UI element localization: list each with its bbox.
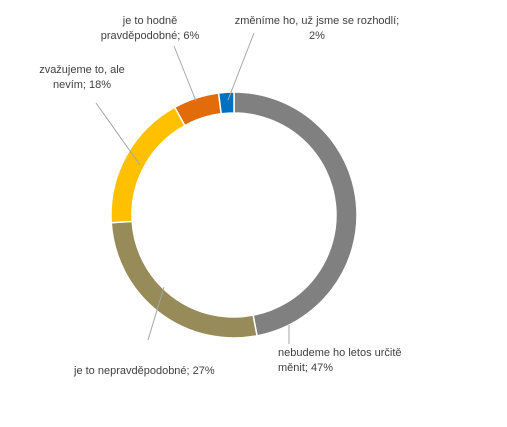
slice-3	[110, 106, 186, 224]
slice-4	[173, 92, 223, 127]
slice-2	[110, 220, 258, 339]
data-label-5: změníme ho, už jsme se rozhodlí; 2%	[235, 15, 399, 42]
data-label-3: zvažujeme to, ale nevím; 18%	[39, 64, 125, 91]
leader-line-2	[147, 286, 165, 341]
leader-line-4	[173, 45, 197, 102]
slice-1	[233, 91, 358, 337]
data-label-2: je to nepravděpodobné; 27%	[73, 365, 215, 377]
slice-5	[217, 91, 235, 115]
leader-line-5	[227, 32, 255, 101]
data-label-4: je to hodně pravděpodobné; 6%	[101, 15, 200, 42]
data-label-1: nebudeme ho letos určitě měnit; 47%	[278, 347, 402, 374]
leader-line-3	[95, 102, 141, 166]
